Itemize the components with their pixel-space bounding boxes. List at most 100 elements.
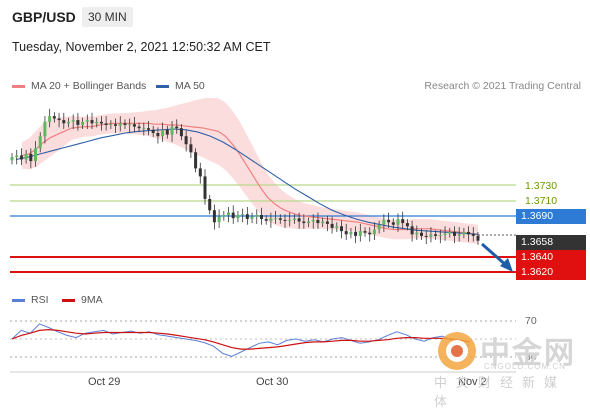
candle [250,212,254,224]
candle [410,220,414,242]
candle [189,137,193,158]
legend-rsi: RSI [12,294,49,306]
watermark-main: 中金网 [480,336,576,371]
candle [137,122,141,133]
candle [354,226,358,244]
candle [438,229,442,244]
candle [297,212,301,229]
candle [227,206,230,223]
legend-ma50: MA 50 [156,80,205,92]
candle [368,227,372,242]
ma50-line [15,128,479,235]
chart-datetime: Tuesday, November 2, 2021 12:50:32 AM CE… [12,40,271,54]
candle [57,112,61,128]
legend-rsi-swatch [12,298,25,302]
candle [467,226,471,242]
candle [377,220,381,234]
candle [434,230,438,240]
candle [311,214,315,229]
candle [123,119,127,129]
legend-rsi-ma-label: 9MA [81,294,103,306]
candle [391,218,395,229]
currency-pair: GBP/USD [12,9,76,25]
candle [170,120,174,142]
legend-ma20: MA 20 + Bollinger Bands [12,80,146,92]
candle [95,117,99,128]
candle [405,219,409,231]
candle [349,227,353,239]
candle [109,120,113,129]
candle [198,162,202,184]
watermark-sub: 中文财经新媒体 [434,375,567,409]
candle [203,169,207,205]
candle [76,112,80,131]
candle [372,222,376,240]
level-res1: 1.3710 [525,195,558,207]
candle [429,227,433,243]
legend-rsi-label: RSI [31,294,49,306]
x-label-oct30: Oct 30 [256,376,289,388]
candle [52,112,56,123]
candle [420,228,423,240]
rsi-ma-line [11,328,471,350]
candle [15,149,19,165]
candle [415,225,419,240]
candle [260,207,263,225]
candle [241,208,245,223]
candle [147,120,150,136]
forecast-arrow [481,242,513,272]
support1-badge: 1.3640 [516,250,586,265]
candle [245,206,249,225]
rsi-level-30: 30 [525,351,537,363]
candle [43,116,47,144]
candle [10,153,14,165]
candle [156,127,160,144]
candle [114,118,117,134]
candle [330,216,334,234]
x-label-oct29: Oct 29 [88,376,121,388]
candle [48,108,52,128]
candle [283,214,287,228]
candle [104,116,108,131]
candle [161,122,165,142]
timeframe-button[interactable]: 30 MIN [82,7,133,27]
candle [424,230,428,244]
copyright: Research © 2021 Trading Central [424,80,581,92]
candle [457,227,461,242]
candle [29,148,33,169]
x-label-nov2: Nov 2 [458,376,487,388]
candle [24,149,28,164]
candle [321,217,325,228]
candle [194,148,198,173]
candle [325,215,329,232]
candle [255,209,259,224]
candle [340,220,343,239]
candle [71,114,75,129]
candle [184,130,188,152]
moving-averages [15,122,479,235]
candle [302,214,306,229]
candle [208,194,212,215]
candle [292,214,296,224]
candle [401,211,405,229]
ma20-line [21,122,479,235]
candle [179,124,183,141]
candle [358,223,362,242]
candle [175,119,179,134]
candle [151,125,155,138]
candle [81,117,85,129]
candle [19,148,23,166]
legend-ma50-swatch [156,84,169,88]
candle [165,125,169,139]
legend-rsi-ma-swatch [62,298,75,302]
rsi-line [11,323,471,357]
candle [132,116,136,133]
candle [90,112,94,129]
candle [363,227,367,237]
candle [316,212,320,229]
rsi-panel [11,323,471,357]
legend-ma50-label: MA 50 [175,80,205,92]
candle [471,227,475,242]
candle [236,211,240,223]
candle [396,213,400,232]
